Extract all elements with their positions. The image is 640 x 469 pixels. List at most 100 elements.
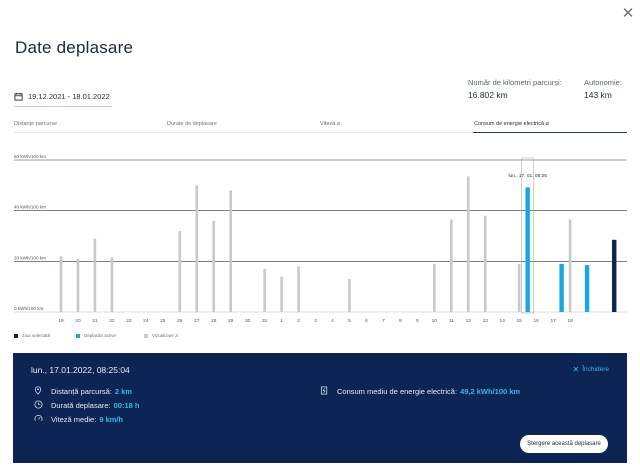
speed-label: Viteză medie: [51,415,97,424]
duration-label: Durată deplasare: [51,401,111,410]
bar [110,257,114,312]
trip-detail-panel: lun., 17.01.2022, 08:25:04 ✕ Închidere D… [13,353,627,463]
date-range-value: 19.12.2021 - 18.01.2022 [28,91,110,101]
legend-label: Vizualizare zi [152,333,179,338]
x-tick-label: 18 [567,318,573,324]
km-value: 16.802 km [468,90,508,100]
legend-swatch [76,333,80,338]
trip-datetime: lun., 17.01.2022, 08:25:04 [31,365,130,375]
bar [178,230,182,312]
tab-consumption[interactable]: Consum de energie electrică ⌀ [474,121,549,127]
x-tick-label: 14 [500,318,506,324]
hide-details-link[interactable]: ✕ Închidere [573,365,609,374]
y-tick-label: 40 kWh/100 km [14,205,46,210]
bar [483,215,487,312]
consumption-value: 49,2 kWh/100 km [460,387,521,396]
x-tick-label: 17 [550,318,556,324]
x-tick-label: 11 [449,318,454,324]
x-tick-label: 15 [517,318,523,324]
speedometer-icon [33,414,43,425]
x-tick-label: 27 [194,318,200,324]
chart-tabs: Distanțe parcurse Durate de deplasare Vi… [14,118,627,134]
bar [212,220,216,312]
legend-selected-day: Ziua selectată [14,333,50,338]
x-tick-label: 3 [314,318,317,324]
bar-active-trip [525,187,530,312]
page-title: Date deplasare [15,38,134,57]
bar [297,266,300,312]
bar [433,263,436,312]
x-tick-label: 13 [483,318,489,324]
hide-label: Închidere [582,366,609,373]
km-stat: Număr de kilometri parcurși: 16.802 km [468,78,562,100]
x-tick-label: 30 [245,318,251,324]
bar [517,263,521,312]
bar-active-trip [559,263,564,312]
bar [450,219,453,312]
x-tick-label: 19 [58,318,64,324]
date-range-picker[interactable]: 19.12.2021 - 18.01.2022 [14,88,112,107]
x-tick-label: 23 [126,318,132,324]
legend-label: Ziua selectată [22,333,51,338]
close-icon[interactable]: ✕ [621,5,635,22]
selected-bar-highlight [521,157,534,314]
duration-row: Durată deplasare: 00:18 h [33,400,139,411]
close-icon: ✕ [572,365,580,374]
autonomy-stat: Autonomie: 143 km [584,78,622,100]
speed-value: 9 km/h [99,415,124,424]
autonomy-label: Autonomie: [584,78,622,87]
legend-swatch [144,333,148,338]
bar [466,176,470,312]
x-tick-label: 9 [416,318,419,324]
distance-row: Distanță parcursă: 2 km [33,386,132,397]
x-tick-label: 24 [143,318,149,324]
bar-tooltip: lun., 17. 01. 08:25 [508,173,547,179]
autonomy-value: 143 km [584,90,612,100]
x-tick-label: 6 [365,318,368,324]
speed-row: Viteză medie: 9 km/h [33,414,123,425]
y-tick-label: 60 kWh/100 km [14,154,46,159]
consumption-label: Consum mediu de energie electrică: [337,387,458,396]
y-tick-label: 20 kWh/100 km [14,255,46,260]
x-tick-label: 2 [297,318,300,324]
bar [93,238,97,312]
x-tick-label: 25 [160,318,166,324]
x-tick-label: 1 [280,318,283,324]
bar [263,268,266,312]
distance-label: Distanță parcursă: [51,387,112,396]
x-tick-label: 16 [533,318,539,324]
bar [348,279,351,312]
x-tick-label: 8 [399,318,402,324]
bar [229,190,232,312]
x-tick-label: 20 [75,318,81,324]
x-tick-label: 22 [109,318,115,324]
bar-selected-day [612,239,617,312]
legend-label: Deplasări active [84,333,117,338]
location-pin-icon [33,386,43,397]
bar [568,219,572,312]
x-tick-label: 31 [262,318,268,324]
tab-durations[interactable]: Durate de deplasare [167,121,217,127]
km-label: Număr de kilometri parcurși: [468,78,562,87]
tab-distances[interactable]: Distanțe parcurse [14,121,58,127]
bar [59,256,63,312]
bar-active-trip [584,265,590,312]
tab-speed[interactable]: Viteză ⌀ [320,121,341,127]
delete-trip-button[interactable]: Ștergere această deplasare [520,435,608,453]
tab-active-indicator [473,132,627,133]
consumption-chart: 0 kWh/100 km 20 kWh/100 km 40 kWh/100 km 60… [14,154,627,324]
x-tick-label: 10 [432,318,438,324]
consumption-row: Consum mediu de energie electrică: 49,2 k… [319,386,520,397]
duration-value: 00:18 h [113,401,140,410]
tabs-divider [14,132,627,133]
bar [280,276,283,312]
legend-swatch [14,333,18,338]
bar [195,185,199,312]
x-tick-label: 21 [92,318,98,324]
x-tick-label: 7 [382,318,385,324]
bar [76,258,80,312]
calendar-icon [14,92,23,101]
x-tick-label: 12 [466,318,472,324]
x-tick-label: 26 [177,318,183,324]
x-tick-label: 4 [331,318,334,324]
